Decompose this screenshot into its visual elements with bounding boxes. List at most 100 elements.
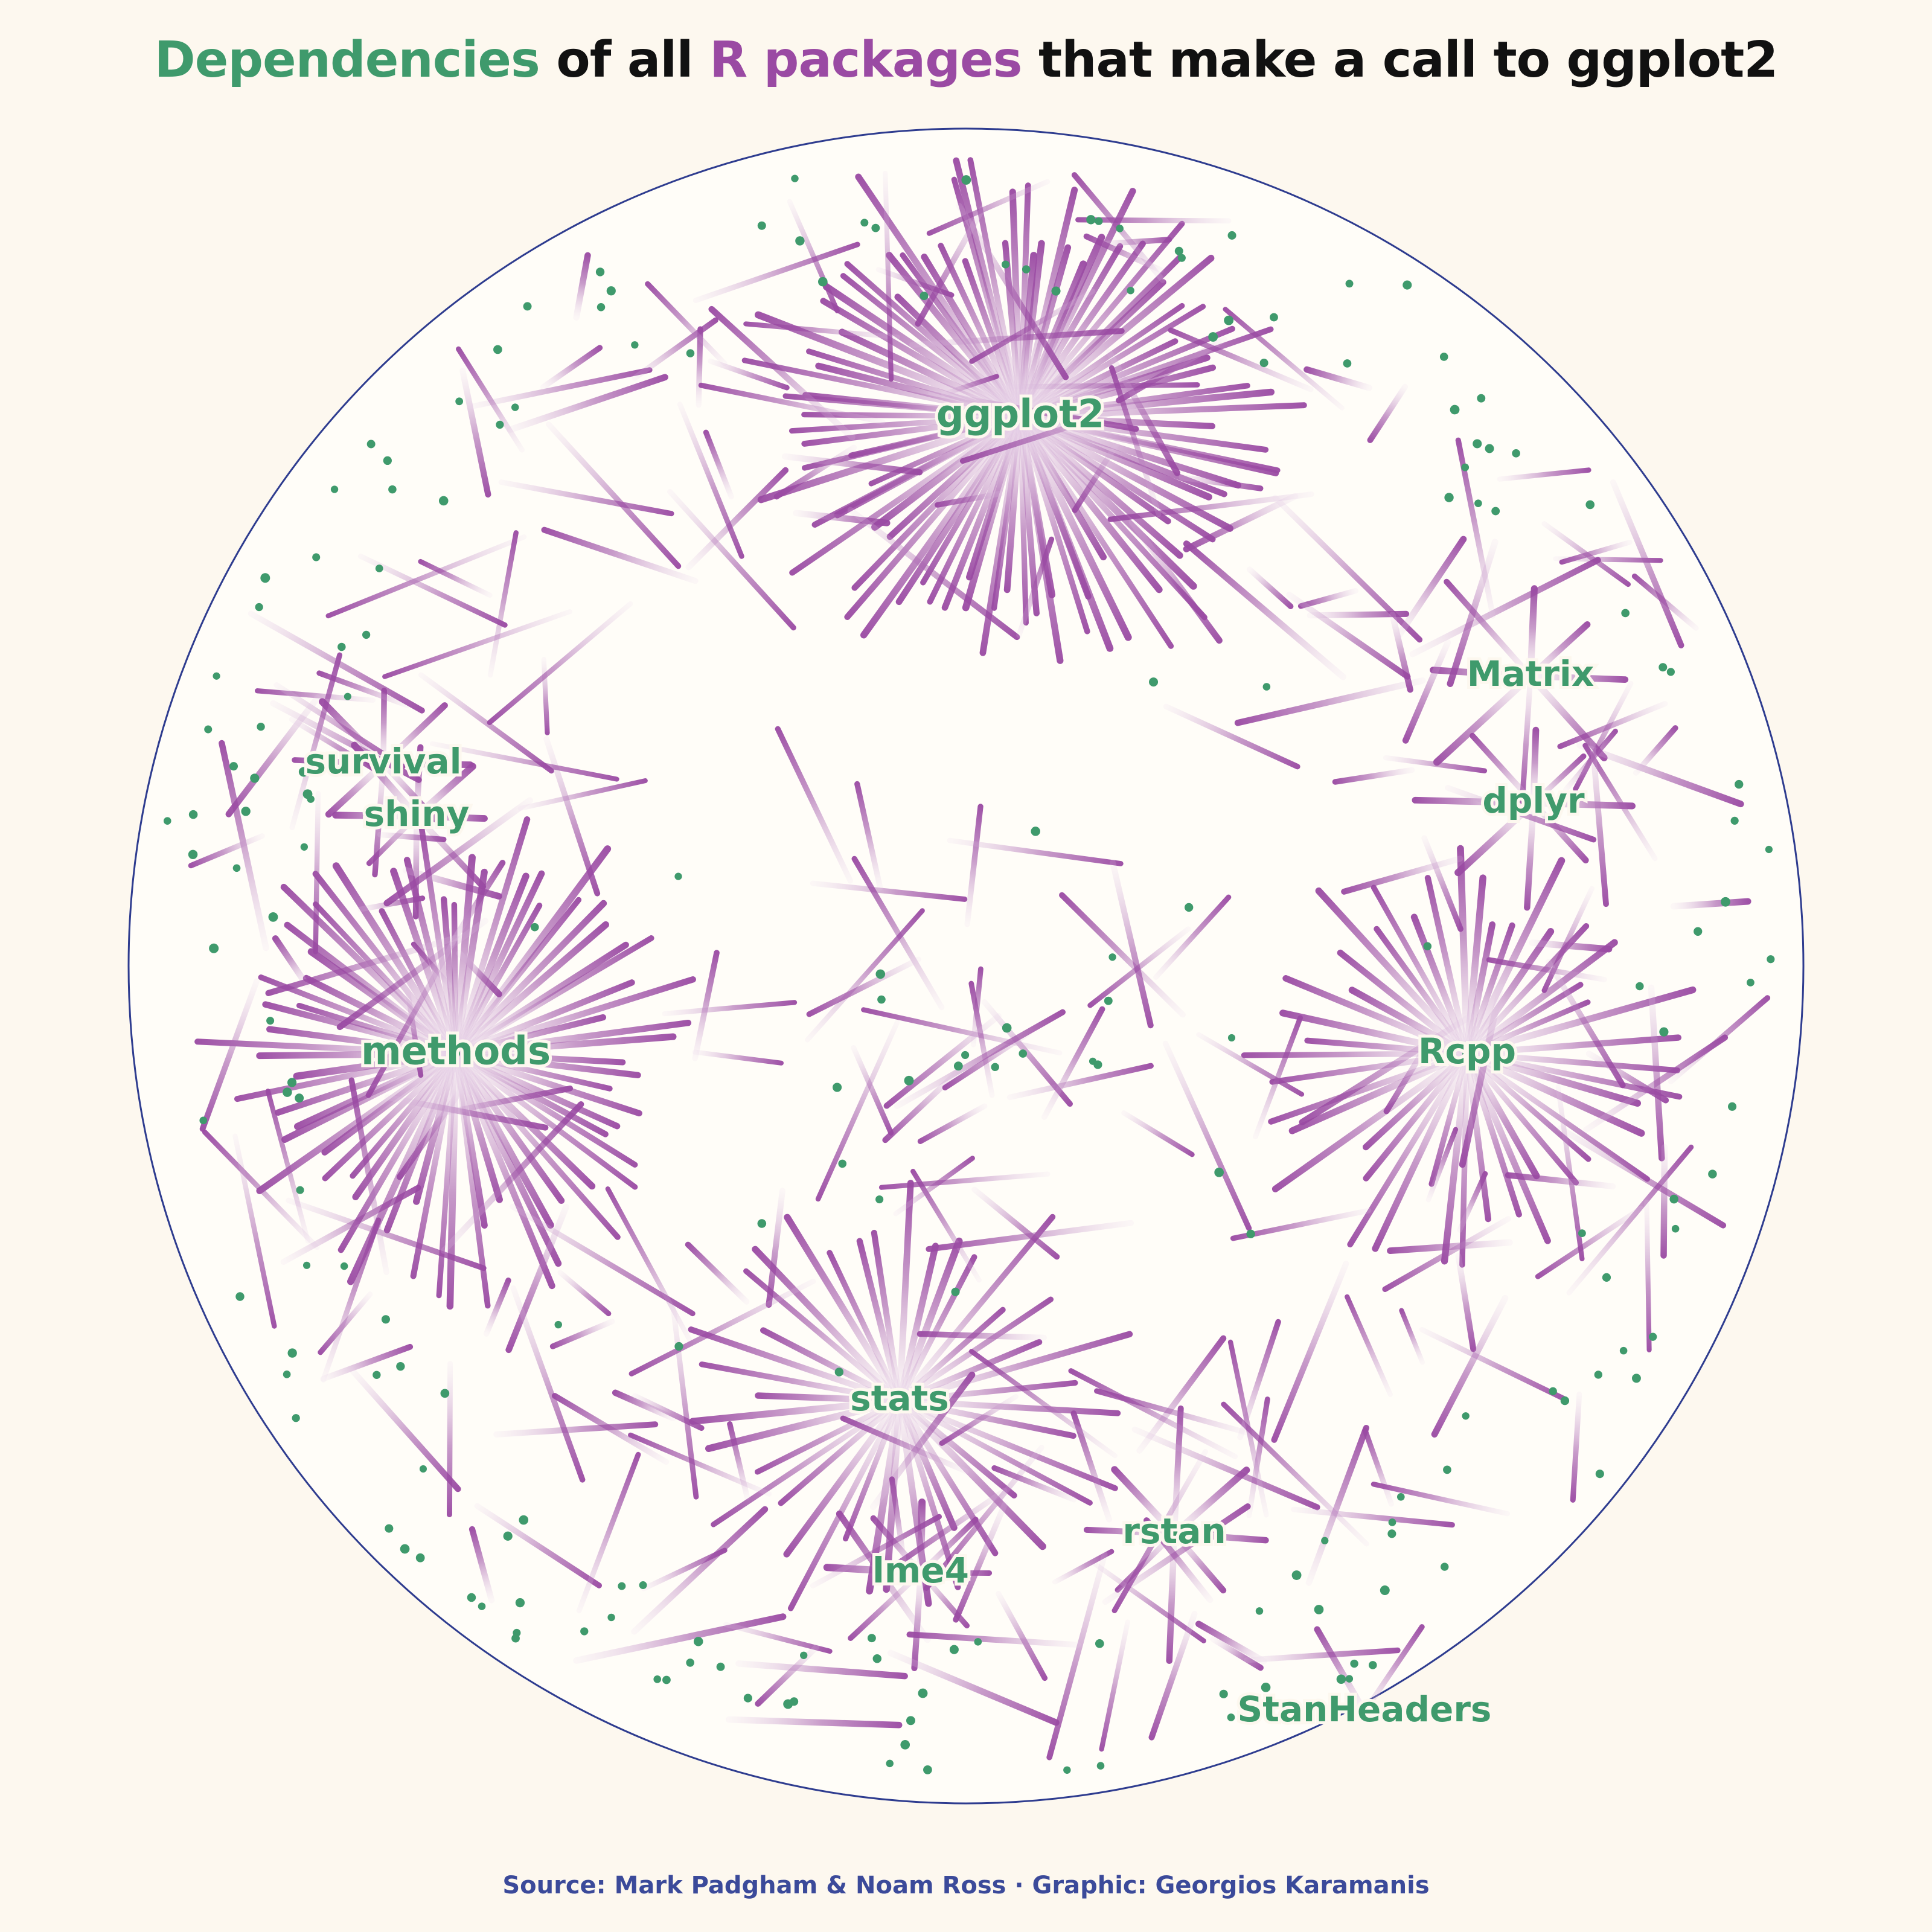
package-node (1461, 463, 1470, 472)
package-node (1746, 978, 1754, 987)
dependency-edge (1610, 479, 1684, 648)
package-node (235, 1292, 245, 1301)
hub-node-matrix (1526, 672, 1535, 680)
dependency-edge (248, 610, 425, 714)
package-node (440, 1389, 450, 1398)
package-node (163, 817, 171, 825)
dependency-edge (882, 1070, 959, 1144)
dependency-edge (1345, 1294, 1393, 1397)
package-node (1227, 1034, 1236, 1042)
dependency-edge (293, 1050, 459, 1130)
package-node (1473, 439, 1482, 449)
dependency-edge (959, 403, 1136, 464)
dependency-edge (870, 1515, 924, 1576)
dependency-edge (1447, 539, 1499, 687)
package-node (295, 1093, 304, 1103)
dependency-edge (1464, 1051, 1579, 1186)
package-node (530, 923, 539, 932)
package-node (1396, 1492, 1405, 1501)
package-node (199, 1116, 208, 1125)
dependency-edge (723, 1622, 833, 1654)
dependency-edge (418, 558, 493, 598)
dependency-edge (1463, 1050, 1492, 1223)
dependency-edge (474, 1503, 602, 1588)
package-label-rstan: rstan (1122, 1511, 1226, 1552)
dependency-edge (510, 1203, 696, 1317)
dependency-edge (1463, 928, 1555, 1057)
dependency-edge (883, 1012, 1002, 1109)
dependency-edge (312, 871, 459, 1057)
dependency-edge (1227, 1339, 1269, 1518)
dependency-edge (272, 935, 310, 989)
package-node (1255, 1607, 1264, 1615)
dependency-edge (1412, 796, 1537, 807)
dependency-edge (1363, 1050, 1471, 1182)
package-node (340, 1262, 348, 1270)
dependency-edge (1464, 1051, 1681, 1073)
dependency-edge (483, 1278, 511, 1337)
package-node (1595, 1470, 1604, 1479)
package-label-matrix: Matrix (1467, 653, 1594, 694)
dependency-edge (1648, 984, 1665, 1162)
dependency-edge (313, 790, 321, 955)
dependency-edge (1589, 739, 1609, 907)
package-node (1019, 1049, 1028, 1058)
dependency-edge (1527, 585, 1538, 680)
package-node (1477, 394, 1486, 403)
dependency-edge (1110, 859, 1154, 1029)
dependency-edge (698, 382, 886, 425)
package-node (229, 762, 238, 771)
dependency-edge (1144, 1517, 1214, 1604)
dependency-edge (711, 1398, 903, 1527)
dependency-edge (194, 1038, 459, 1057)
dependency-edge (1374, 926, 1470, 1057)
package-node (1104, 996, 1113, 1005)
package-node (1631, 1374, 1641, 1383)
dependency-edge (969, 1349, 1118, 1459)
dependency-edge (254, 688, 376, 703)
dependency-edge (1131, 1426, 1320, 1511)
dependency-edge (897, 1254, 977, 1404)
package-node (871, 223, 880, 232)
dependency-edge (847, 507, 1020, 641)
package-node (302, 1261, 311, 1269)
package-node (1439, 353, 1448, 361)
package-node (961, 1051, 970, 1060)
dependency-edge (1566, 1144, 1694, 1296)
package-label-survival: survival (305, 741, 462, 782)
dependency-edge (1463, 1034, 1681, 1057)
dependency-edge (429, 741, 619, 782)
dependency-edge (1445, 785, 1597, 843)
package-node (1259, 359, 1268, 368)
package-node (1380, 1585, 1390, 1595)
dependency-edge (348, 1077, 389, 1275)
package-node (953, 1061, 963, 1071)
dependency-edge (632, 317, 718, 381)
package-node (204, 725, 213, 734)
dependency-edge (793, 510, 891, 526)
dependency-edge (453, 935, 654, 1057)
dependency-edge (631, 1506, 769, 1635)
hub-node-methods (451, 1049, 461, 1058)
package-node (838, 1159, 847, 1168)
dependency-edge (498, 479, 674, 517)
dependency-edge (1670, 898, 1751, 910)
dependency-edge (289, 652, 342, 831)
package-node (716, 1662, 725, 1671)
package-node (1666, 668, 1675, 676)
dependency-edge (755, 1392, 903, 1404)
dependency-edge (1633, 725, 1678, 776)
dependency-edge (1075, 217, 1232, 224)
dependency-edge (743, 321, 900, 340)
package-node (961, 175, 971, 185)
dependency-edge (896, 1397, 1046, 1550)
dependency-edge (1153, 894, 1232, 980)
dependency-edge (968, 980, 995, 1098)
title-r-packages: R packages (709, 31, 1022, 89)
dependency-edge (1527, 621, 1591, 680)
dependency-edge (1444, 578, 1534, 679)
dependency-edge (1383, 755, 1488, 773)
dependency-edge (453, 1051, 621, 1240)
package-label-rcpp: Rcpp (1418, 1031, 1516, 1072)
package-node (438, 496, 449, 506)
